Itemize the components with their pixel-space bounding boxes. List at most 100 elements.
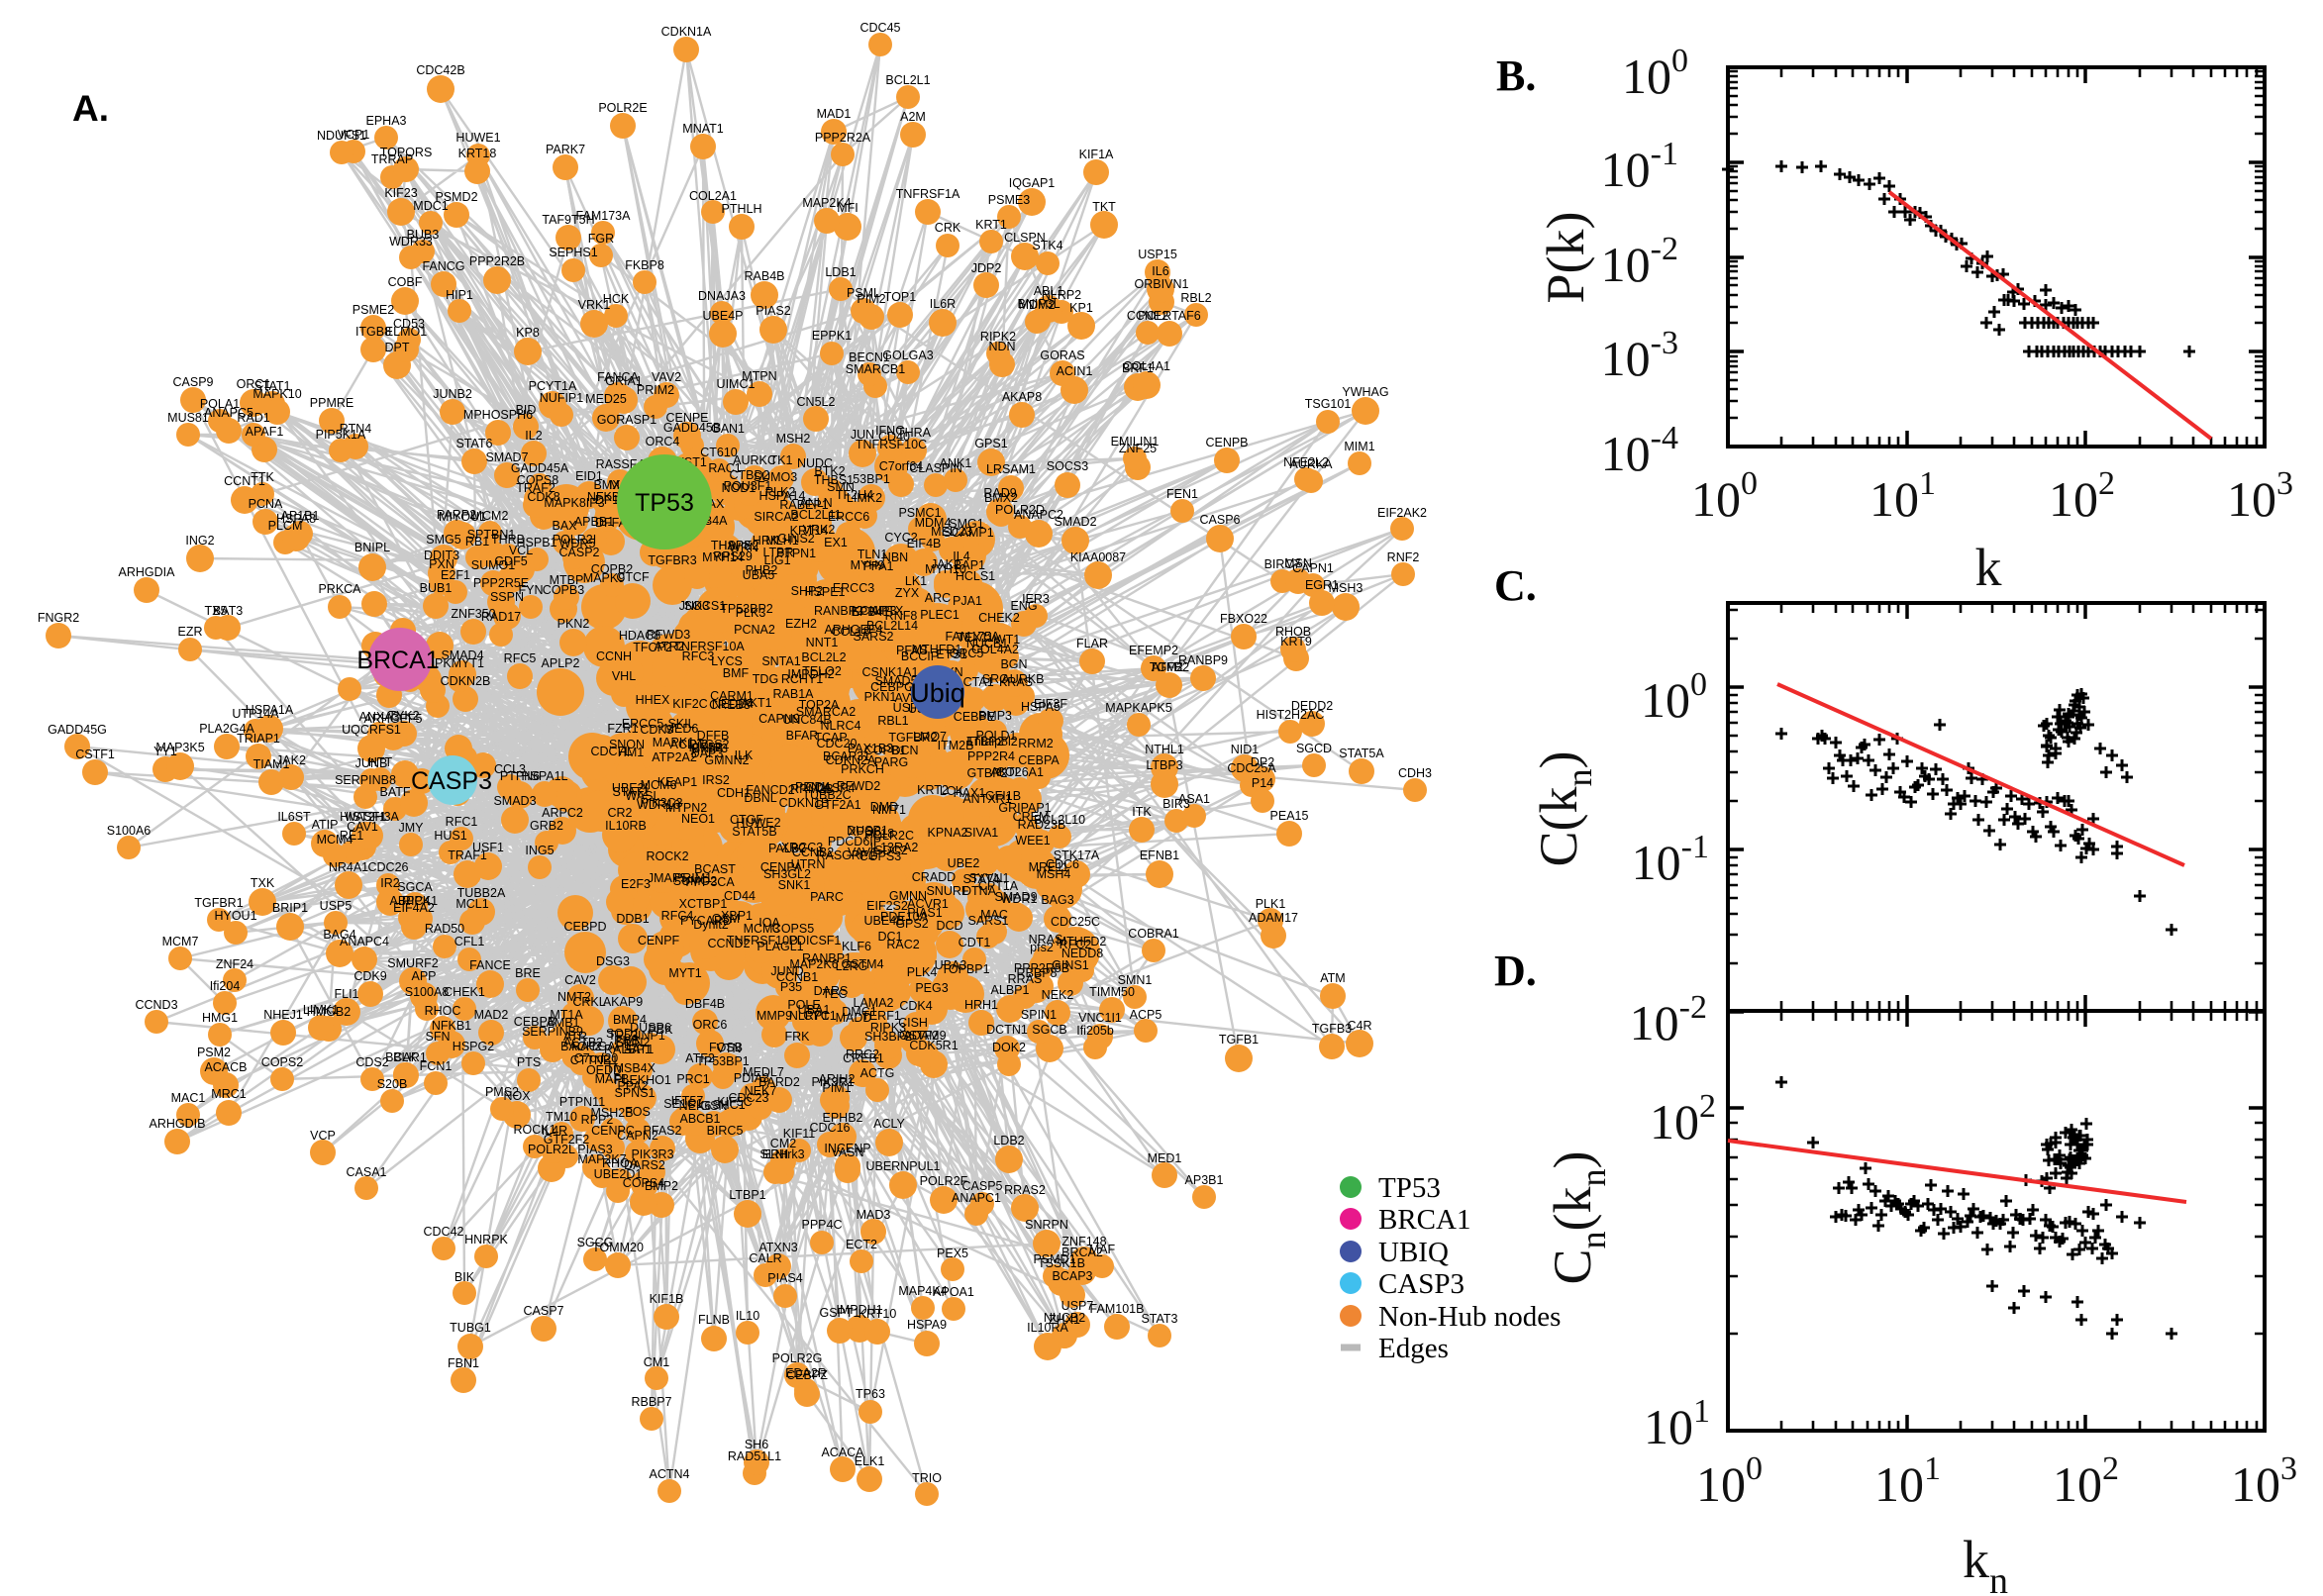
svg-text:POLR2I: POLR2I <box>553 533 596 547</box>
svg-text:ACTA1: ACTA1 <box>955 675 993 689</box>
svg-text:CASP3: CASP3 <box>1378 1268 1464 1300</box>
svg-text:POU3F1: POU3F1 <box>724 479 772 493</box>
svg-text:MAPK8IP3: MAPK8IP3 <box>544 496 604 510</box>
svg-text:PIM2: PIM2 <box>857 292 885 306</box>
svg-text:HSPA5: HSPA5 <box>1021 700 1060 714</box>
svg-text:COPB3: COPB3 <box>543 583 584 597</box>
svg-text:PSM2: PSM2 <box>197 1046 231 1059</box>
svg-text:PEG3: PEG3 <box>915 981 948 995</box>
svg-text:PTS: PTS <box>517 1055 541 1069</box>
svg-text:ACLY: ACLY <box>873 1117 905 1131</box>
svg-text:AURKB: AURKB <box>1001 672 1044 686</box>
svg-text:FANCD2: FANCD2 <box>746 783 794 797</box>
svg-text:MAC1: MAC1 <box>171 1091 206 1105</box>
svg-text:HSPE2: HSPE2 <box>719 539 759 552</box>
svg-text:CHEK2: CHEK2 <box>978 611 1020 625</box>
svg-text:PSML: PSML <box>847 286 880 300</box>
svg-text:GFI1B: GFI1B <box>985 789 1021 803</box>
svg-text:CASP9: CASP9 <box>173 375 214 389</box>
svg-text:CHEK1: CHEK1 <box>444 985 485 999</box>
svg-text:BCAP3: BCAP3 <box>1053 1269 1093 1283</box>
svg-text:ZNF350: ZNF350 <box>451 607 495 621</box>
svg-text:MCM4: MCM4 <box>317 833 354 847</box>
svg-text:PPP2R4: PPP2R4 <box>967 749 1015 763</box>
svg-text:POLR2C: POLR2C <box>864 829 914 843</box>
svg-text:POLR2D: POLR2D <box>995 503 1045 517</box>
svg-text:PIK3R3: PIK3R3 <box>631 1147 673 1161</box>
svg-text:IL6ST: IL6ST <box>277 810 311 824</box>
svg-text:APAF1: APAF1 <box>246 425 284 439</box>
svg-text:ELK1: ELK1 <box>855 1454 885 1468</box>
svg-text:THRA: THRA <box>897 426 932 440</box>
svg-text:PPA1: PPA1 <box>862 559 893 573</box>
svg-text:VRK2: VRK2 <box>803 523 836 537</box>
svg-text:EID1: EID1 <box>575 469 603 483</box>
svg-text:SH3BP2: SH3BP2 <box>864 1030 912 1044</box>
svg-text:MAP3K5: MAP3K5 <box>155 741 204 754</box>
svg-text:MED25: MED25 <box>585 392 627 406</box>
svg-text:FZR1: FZR1 <box>607 722 638 736</box>
svg-text:B.: B. <box>1496 51 1536 100</box>
svg-text:GRIA1: GRIA1 <box>605 374 643 388</box>
svg-text:ADAM17: ADAM17 <box>1249 911 1298 925</box>
svg-text:PLCM: PLCM <box>268 519 303 533</box>
svg-text:BMP4: BMP4 <box>613 1013 647 1027</box>
svg-text:MEDL7: MEDL7 <box>743 1065 784 1079</box>
svg-text:ZNF25: ZNF25 <box>1119 442 1157 455</box>
svg-text:ACTG: ACTG <box>860 1066 895 1080</box>
svg-text:UBE2I: UBE2I <box>612 781 648 795</box>
svg-text:TRIO: TRIO <box>912 1471 942 1485</box>
svg-text:COL6A1: COL6A1 <box>996 765 1044 779</box>
svg-text:NMT2: NMT2 <box>557 990 591 1004</box>
svg-text:SNURF: SNURF <box>926 884 968 898</box>
svg-text:BGN: BGN <box>1000 657 1027 671</box>
svg-text:PARC: PARC <box>810 890 844 904</box>
svg-text:GADD45A: GADD45A <box>511 461 569 475</box>
svg-text:TFCP2: TFCP2 <box>633 641 672 654</box>
svg-text:TTK: TTK <box>251 470 274 484</box>
svg-text:CDKN1A: CDKN1A <box>661 25 712 39</box>
svg-text:NBN: NBN <box>882 550 908 564</box>
svg-text:ABPC4: ABPC4 <box>390 894 431 908</box>
svg-text:NEO1: NEO1 <box>681 812 715 826</box>
svg-text:PARG: PARG <box>874 755 909 769</box>
svg-text:HHEX: HHEX <box>636 693 670 707</box>
svg-text:k: k <box>1975 538 2002 597</box>
svg-text:UTRN: UTRN <box>791 857 826 871</box>
svg-text:PSME2: PSME2 <box>353 303 394 317</box>
svg-text:PRKCA: PRKCA <box>318 582 361 596</box>
svg-text:LAMB1: LAMB1 <box>540 1016 580 1030</box>
svg-text:SMAD7: SMAD7 <box>485 450 528 464</box>
svg-text:ELMO1: ELMO1 <box>385 325 427 339</box>
svg-text:ING5: ING5 <box>525 844 554 857</box>
svg-text:JDP2: JDP2 <box>971 261 1002 275</box>
svg-text:COPS8: COPS8 <box>517 473 558 487</box>
svg-text:BIR3: BIR3 <box>1162 797 1190 811</box>
svg-text:SE1C1: SE1C1 <box>663 1097 703 1111</box>
svg-text:BNIP3L: BNIP3L <box>1017 297 1060 311</box>
svg-text:BRCA1: BRCA1 <box>1378 1204 1470 1236</box>
svg-text:CDC26: CDC26 <box>368 860 409 874</box>
svg-text:SHC1: SHC1 <box>712 1098 745 1112</box>
svg-text:ATP2A2: ATP2A2 <box>652 750 697 764</box>
svg-text:CTBD2: CTBD2 <box>730 468 770 482</box>
svg-text:SMARCA2: SMARCA2 <box>796 705 856 719</box>
svg-text:MCM7: MCM7 <box>162 935 199 948</box>
svg-text:ECT2: ECT2 <box>846 1238 877 1251</box>
svg-text:EGR1: EGR1 <box>1305 578 1339 592</box>
svg-text:EX1: EX1 <box>824 536 848 549</box>
svg-text:PMS2: PMS2 <box>485 1085 519 1099</box>
svg-text:NOX: NOX <box>503 1089 531 1103</box>
svg-text:PRIM1: PRIM1 <box>674 871 712 885</box>
svg-text:DARS: DARS <box>814 984 849 998</box>
svg-text:PALB2: PALB2 <box>768 842 806 855</box>
svg-text:BLK: BLK <box>393 1050 417 1064</box>
svg-text:COL4A2: COL4A2 <box>971 643 1019 656</box>
svg-text:CDKN2A: CDKN2A <box>826 753 876 767</box>
svg-text:CASA1: CASA1 <box>347 1165 387 1179</box>
svg-text:AP3B1: AP3B1 <box>1185 1173 1224 1187</box>
svg-text:FAM173A: FAM173A <box>576 209 632 223</box>
svg-text:NUCB2: NUCB2 <box>1044 1311 1085 1325</box>
svg-text:LIMK2: LIMK2 <box>847 491 882 505</box>
svg-text:CAPN1: CAPN1 <box>1292 561 1334 575</box>
